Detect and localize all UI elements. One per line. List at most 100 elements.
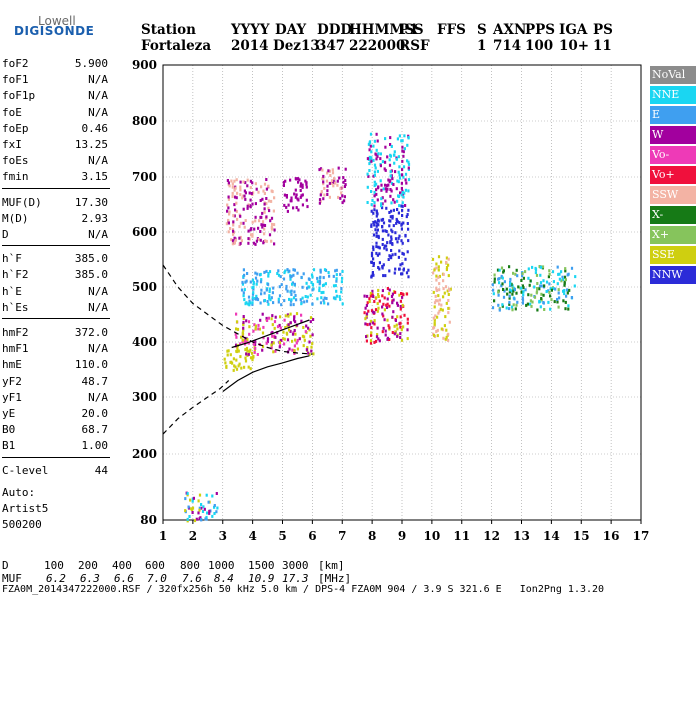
echo-point: [259, 215, 262, 219]
echo-point: [245, 340, 248, 344]
echo-point: [388, 338, 391, 341]
echo-point: [322, 197, 325, 201]
echo-point: [406, 143, 409, 147]
echo-point: [227, 230, 230, 234]
echo-point: [400, 204, 403, 208]
echo-point: [398, 249, 401, 253]
echo-point: [332, 284, 336, 288]
echo-point: [284, 269, 287, 273]
echo-point: [290, 196, 293, 200]
header-label: PS: [593, 22, 613, 38]
echo-point: [271, 291, 274, 295]
echo-point: [244, 356, 247, 360]
echo-point: [396, 303, 399, 307]
echo-point: [229, 360, 232, 364]
echo-point: [525, 303, 528, 307]
param-value: N/A: [88, 89, 108, 103]
echo-point: [280, 303, 283, 307]
echo-point: [393, 153, 396, 157]
echo-point: [233, 214, 236, 218]
echo-point: [335, 273, 338, 277]
echo-point: [247, 237, 250, 241]
echo-point: [245, 346, 249, 350]
echo-point: [340, 280, 343, 284]
echo-point: [282, 330, 285, 334]
echo-point: [370, 159, 373, 163]
legend-item-ssw: SSW: [650, 186, 696, 204]
echo-point: [437, 311, 440, 315]
echo-point: [406, 213, 409, 216]
echo-point: [231, 195, 234, 198]
echo-point: [291, 339, 294, 343]
param-key: yE: [2, 407, 16, 420]
echo-point: [198, 508, 201, 512]
echo-point: [254, 242, 257, 246]
echo-point: [516, 300, 519, 304]
echo-point: [334, 297, 337, 301]
param-row: hmF1 N/A: [2, 340, 108, 357]
echo-point: [374, 220, 377, 224]
echo-point: [197, 511, 200, 515]
echo-point: [384, 229, 387, 233]
echo-point: [343, 195, 346, 199]
echo-point: [271, 314, 274, 318]
echo-point: [213, 505, 216, 509]
echo-point: [388, 269, 391, 273]
echo-point: [337, 166, 340, 170]
echo-point: [388, 254, 391, 258]
echo-point: [298, 178, 301, 182]
echo-point: [377, 292, 380, 296]
echo-point: [278, 323, 281, 327]
echo-point: [305, 324, 308, 328]
echo-point: [372, 158, 375, 162]
echo-point: [293, 192, 296, 196]
echo-point: [263, 232, 266, 236]
echo-point: [195, 517, 198, 521]
echo-point: [497, 303, 500, 307]
echo-point: [380, 202, 383, 206]
echo-point: [554, 287, 557, 291]
echo-point: [256, 353, 259, 356]
echo-point: [239, 214, 242, 218]
echo-point: [273, 242, 276, 246]
echo-point: [239, 193, 242, 197]
echo-point: [283, 342, 286, 346]
echo-point: [444, 315, 447, 319]
echo-point: [231, 182, 234, 186]
echo-point: [282, 184, 285, 187]
echo-point: [398, 234, 401, 238]
echo-point: [406, 337, 409, 341]
param-row: h`Es N/A: [2, 299, 108, 316]
echo-point: [396, 208, 399, 211]
echo-point: [257, 226, 260, 230]
echo-point: [231, 361, 234, 365]
echo-point: [242, 180, 245, 184]
echo-point: [394, 231, 397, 235]
echo-point: [263, 192, 266, 195]
distance-label: D: [2, 559, 9, 572]
echo-point: [328, 274, 331, 278]
echo-point: [241, 332, 245, 336]
echo-point: [437, 275, 440, 279]
echo-point: [335, 279, 338, 283]
echo-point: [248, 325, 251, 329]
echo-point: [240, 239, 243, 243]
param-row: B1 1.00: [2, 437, 108, 454]
echo-point: [433, 323, 436, 327]
echo-point: [264, 239, 267, 243]
echo-point: [307, 351, 310, 355]
echo-point: [246, 178, 249, 182]
echo-point: [211, 514, 214, 518]
echo-point: [508, 265, 511, 269]
header-label: AXN: [493, 22, 527, 38]
echo-point: [263, 182, 267, 186]
echo-point: [384, 168, 387, 172]
param-row: hmF2 372.0: [2, 324, 108, 341]
echo-point: [291, 282, 294, 286]
echo-point: [232, 357, 235, 361]
echo-point: [437, 265, 440, 269]
echo-point: [520, 279, 523, 282]
echo-point: [381, 202, 384, 206]
echo-point: [437, 268, 440, 272]
echo-point: [335, 289, 338, 293]
